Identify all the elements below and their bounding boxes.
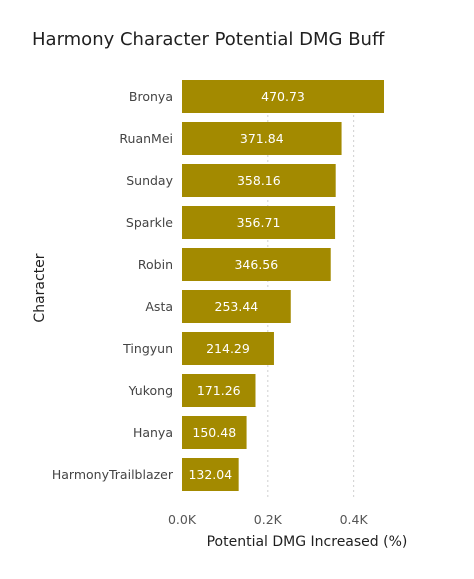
x-tick-label: 0.0K: [168, 512, 197, 527]
x-axis-ticks: 0.0K 0.2K 0.4K: [168, 512, 369, 527]
category-labels: Bronya RuanMei Sunday Sparkle Robin Asta Tingy…: [52, 89, 174, 482]
x-tick-label: 0.2K: [254, 512, 283, 527]
x-tick-label: 0.4K: [340, 512, 369, 527]
bar: [182, 122, 342, 155]
category-label: Sparkle: [126, 215, 173, 230]
category-label: Asta: [145, 299, 173, 314]
bar-value-label: 253.44: [215, 299, 259, 314]
bar-value-label: 346.56: [234, 257, 278, 272]
bar: [182, 206, 336, 239]
category-label: Bronya: [129, 89, 173, 104]
bar: [182, 248, 331, 281]
bar-value-label: 132.04: [188, 467, 232, 482]
bar: [182, 164, 336, 197]
bar: [182, 80, 384, 113]
category-label: Sunday: [126, 173, 173, 188]
bar-value-label: 214.29: [206, 341, 250, 356]
category-label: HarmonyTrailblazer: [52, 467, 174, 482]
bars: 470.73 371.84 358.16 356.71 346.56 253.44 214.…: [182, 80, 384, 491]
bar-value-label: 358.16: [237, 173, 281, 188]
x-axis-title: Potential DMG Increased (%): [207, 534, 408, 550]
category-label: RuanMei: [119, 131, 173, 146]
bar-value-label: 171.26: [197, 383, 241, 398]
bar-value-label: 371.84: [240, 131, 284, 146]
bar: [182, 416, 247, 449]
bar-value-label: 356.71: [237, 215, 281, 230]
category-label: Hanya: [133, 425, 173, 440]
bar: [182, 290, 291, 323]
bar: [182, 332, 274, 365]
bar: [182, 374, 256, 407]
category-label: Yukong: [128, 383, 173, 398]
y-axis-title: Character: [32, 253, 48, 322]
bar-value-label: 470.73: [261, 89, 305, 104]
chart-title: Harmony Character Potential DMG Buff: [32, 29, 385, 50]
bar-value-label: 150.48: [192, 425, 236, 440]
category-label: Tingyun: [122, 341, 173, 356]
bar: [182, 458, 239, 491]
category-label: Robin: [138, 257, 173, 272]
